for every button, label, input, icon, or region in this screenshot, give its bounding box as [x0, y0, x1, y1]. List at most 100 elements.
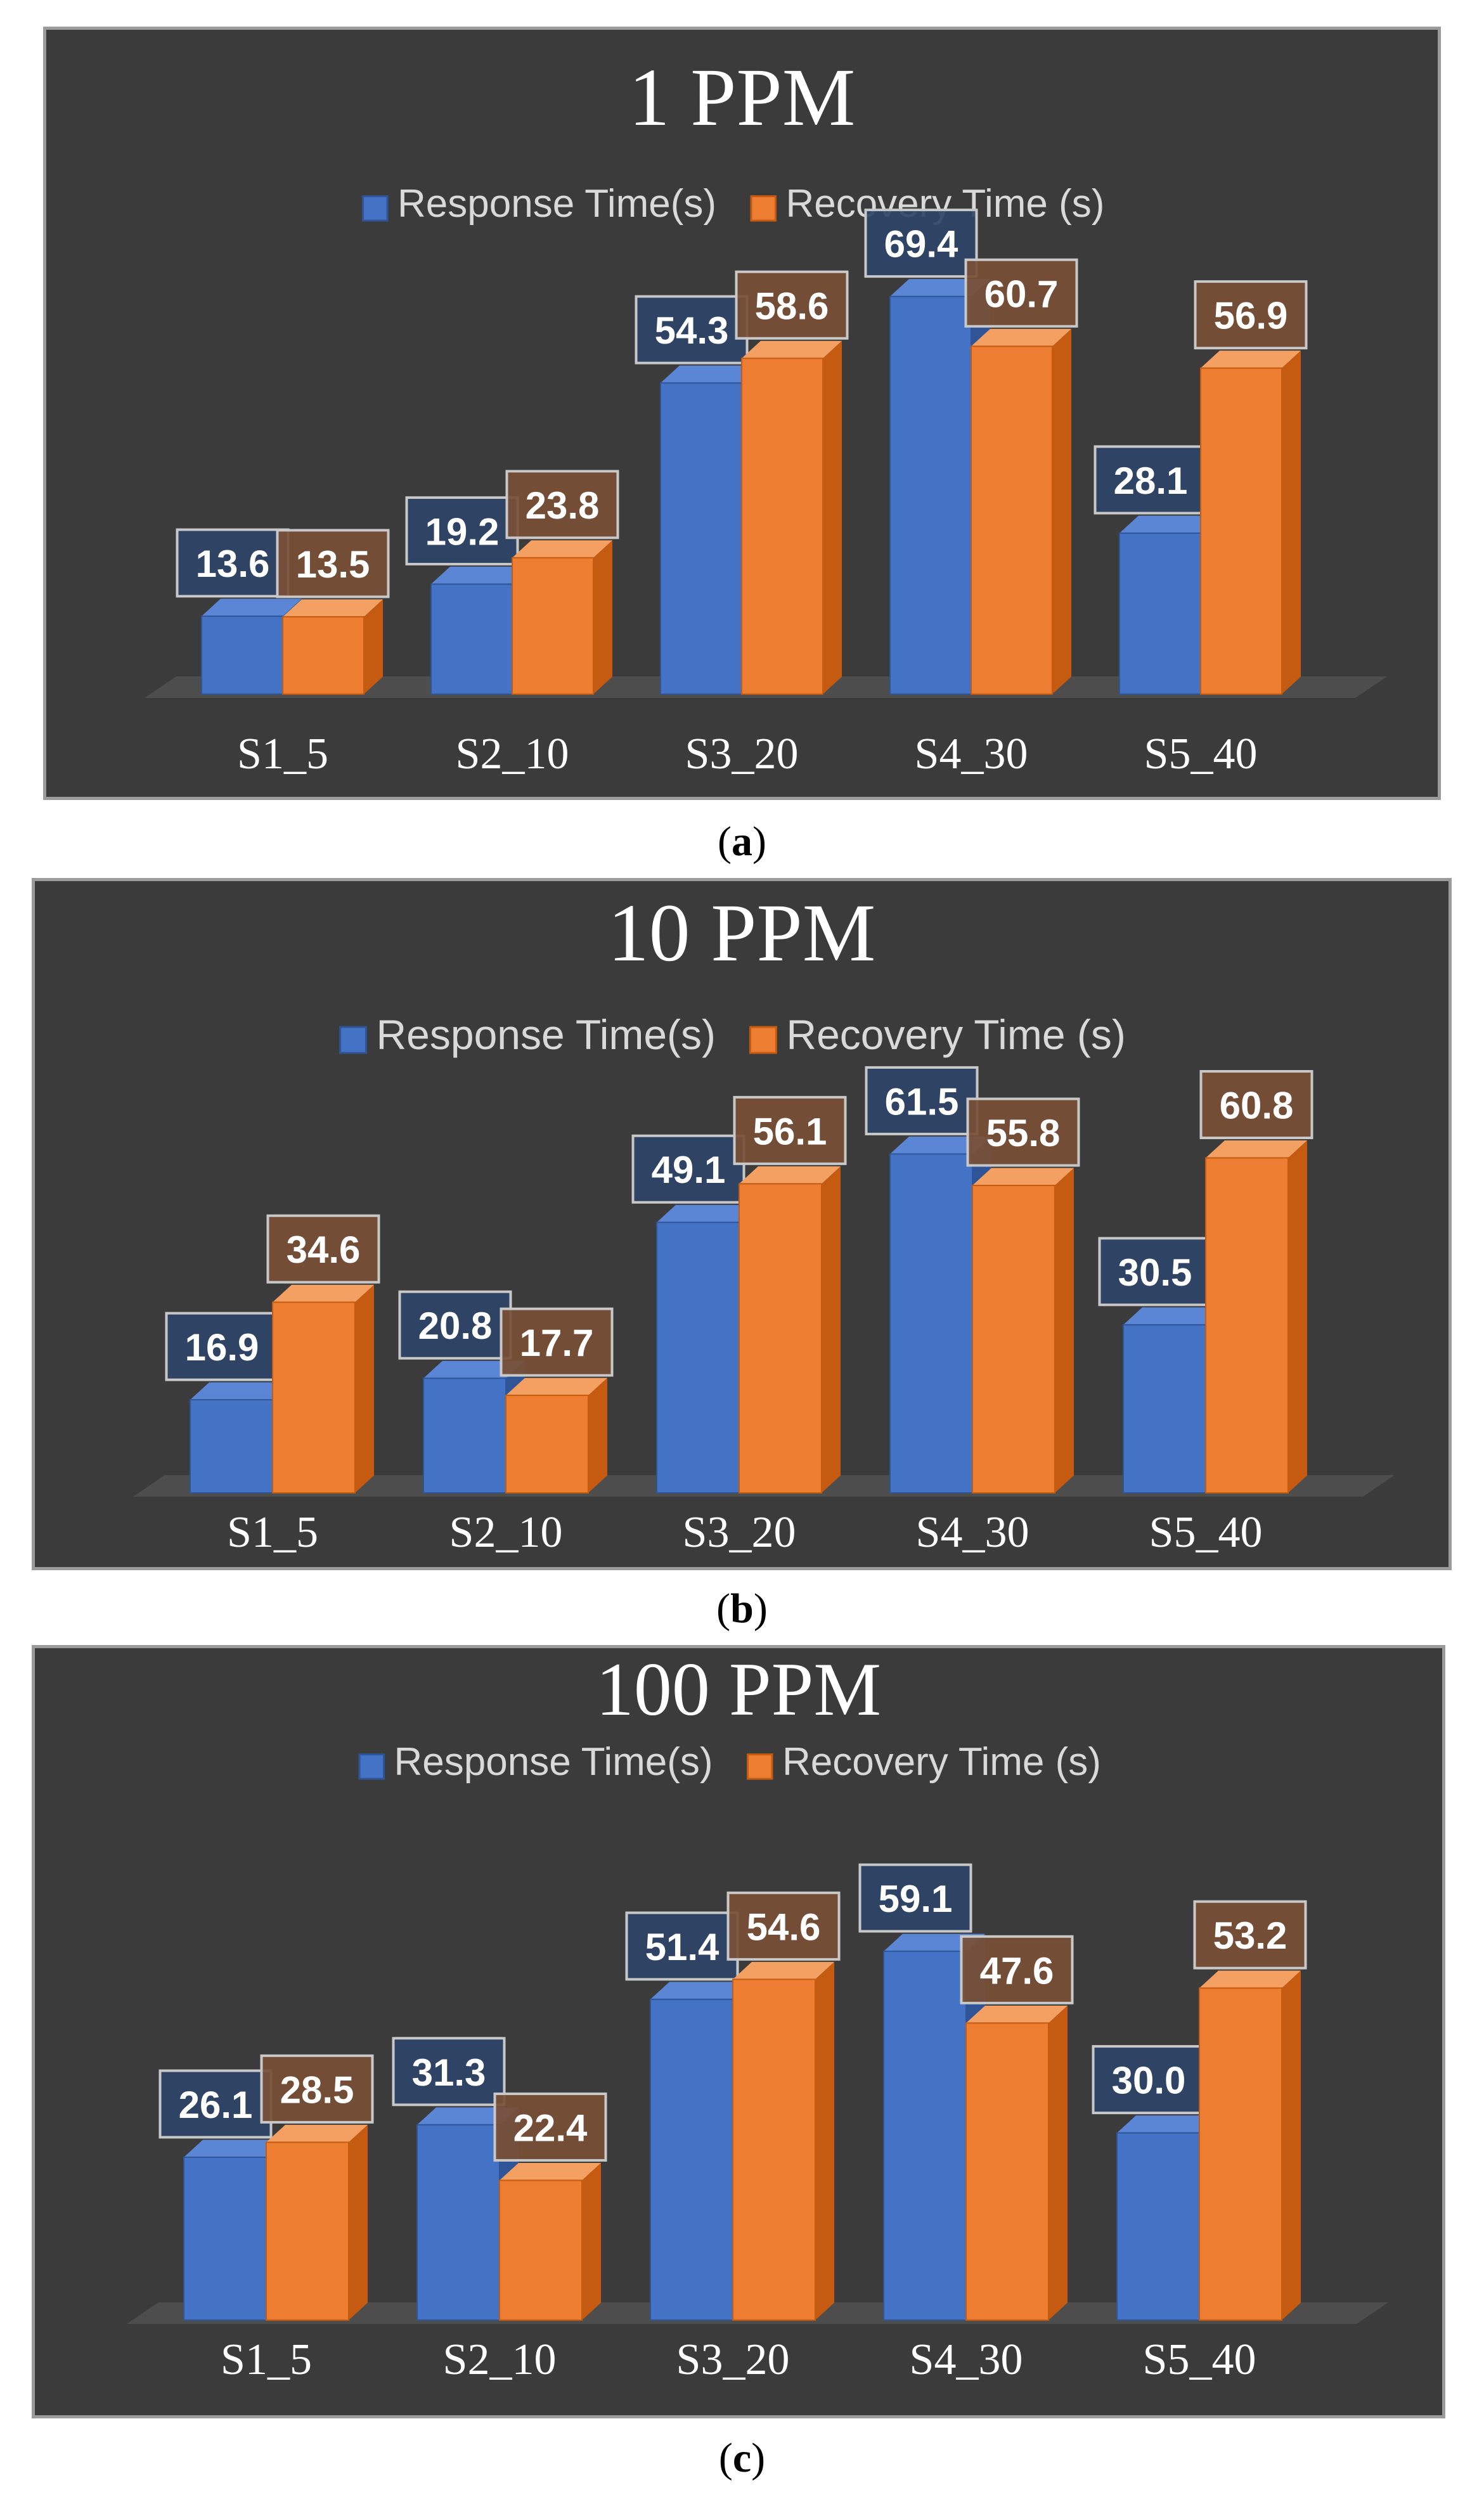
- bar-top-response: [890, 1136, 991, 1154]
- chart-title: 100 PPM: [596, 1648, 881, 1731]
- bar-response: [423, 1378, 506, 1494]
- bar-side-recovery: [822, 1166, 841, 1493]
- data-label-recovery: 47.6: [980, 1949, 1054, 1992]
- bar-top-recovery: [971, 328, 1071, 347]
- bar-response: [650, 1998, 733, 2321]
- chart-title: 1 PPM: [629, 52, 856, 143]
- data-label-response: 19.2: [425, 510, 500, 553]
- data-label-box-response: [1094, 445, 1208, 515]
- chart-b-svg: 10 PPM Response Time(s) Recovery Time (s) 1…: [133, 887, 1395, 1557]
- bar-recovery: [266, 2141, 349, 2321]
- data-label-box-recovery: [964, 258, 1078, 328]
- data-label-recovery: 60.7: [984, 273, 1059, 315]
- category-tick-label: S2_10: [449, 1508, 563, 1557]
- bar-response: [1116, 2132, 1200, 2321]
- legend-label-response: Response Time(s): [377, 1011, 716, 1058]
- data-label-response: 59.1: [879, 1878, 953, 1920]
- bar-side-recovery: [1052, 328, 1071, 694]
- bar-top-recovery: [283, 599, 383, 617]
- bar-side-recovery: [815, 1961, 834, 2320]
- data-label-recovery: 58.6: [755, 285, 829, 327]
- data-label-recovery: 17.7: [520, 1322, 594, 1364]
- bar-side-recovery: [1282, 351, 1301, 694]
- legend-swatch-recovery: [750, 195, 777, 222]
- data-label-box-recovery: [493, 2092, 607, 2162]
- data-label-response: 31.3: [412, 2051, 486, 2094]
- data-label-response: 30.5: [1118, 1251, 1192, 1294]
- bar-top-response: [661, 365, 761, 384]
- bar-top-recovery: [733, 1961, 834, 1980]
- data-label-box-recovery: [276, 529, 390, 598]
- caption-a-letter: a: [732, 818, 752, 865]
- bar-recovery: [732, 1978, 816, 2321]
- bar-recovery: [972, 1184, 1055, 1494]
- bar-recovery: [499, 2179, 583, 2321]
- data-label-box-response: [176, 528, 290, 598]
- data-label-box-recovery: [735, 270, 849, 340]
- data-label-response: 30.0: [1112, 2060, 1186, 2102]
- data-label-box-response: [625, 1911, 739, 1981]
- bar-response: [656, 1222, 740, 1494]
- caption-c-letter: c: [732, 2435, 752, 2481]
- bar-top-response: [1123, 1307, 1225, 1325]
- bar-side-recovery: [1055, 1168, 1074, 1493]
- data-label-recovery: 53.2: [1213, 1914, 1287, 1957]
- bar-side-recovery: [349, 2124, 368, 2320]
- bar-recovery: [1200, 367, 1282, 695]
- legend-swatch-response: [339, 1026, 367, 1054]
- legend-swatch-response: [362, 195, 389, 222]
- legend-label-response: Response Time(s): [397, 182, 716, 226]
- data-label-box-recovery: [505, 470, 619, 539]
- bar-top-response: [884, 1933, 985, 1952]
- legend-label-recovery: Recovery Time (s): [782, 1740, 1101, 1784]
- bar-recovery: [1205, 1157, 1289, 1494]
- bar-side-recovery: [593, 540, 612, 694]
- data-label-recovery: 55.8: [986, 1112, 1061, 1154]
- category-tick-label: S2_10: [456, 730, 569, 778]
- bar-top-recovery: [742, 340, 842, 359]
- bar-recovery: [282, 616, 365, 695]
- bar-response: [201, 616, 283, 695]
- caption-b: (b): [716, 1585, 768, 1632]
- legend-label-recovery: Recovery Time (s): [786, 1011, 1125, 1058]
- bar-top-recovery: [972, 1168, 1074, 1185]
- category-tick-label: S3_20: [676, 2335, 790, 2384]
- bar-recovery: [512, 557, 594, 695]
- data-label-box-response: [865, 1066, 979, 1135]
- legend-swatch-response: [358, 1753, 385, 1780]
- data-label-box-recovery: [260, 2054, 374, 2124]
- bar-top-recovery: [266, 2124, 368, 2143]
- data-label-box-response: [165, 1312, 279, 1381]
- bar-top-response: [650, 1982, 752, 1999]
- bar-side-recovery: [355, 1284, 374, 1493]
- chart-panel-c: 100 PPM Response Time(s) Recovery Time (s)…: [32, 1645, 1445, 2418]
- bar-response: [416, 2124, 500, 2321]
- chart-panel-a: 1 PPM Response Time(s) Recovery Time (s) 13…: [43, 27, 1441, 800]
- data-label-recovery: 56.9: [1214, 295, 1288, 337]
- chart-title: 10 PPM: [608, 887, 876, 979]
- data-label-response: 61.5: [885, 1080, 959, 1123]
- bar-response: [183, 2157, 267, 2321]
- caption-b-letter: b: [730, 1585, 754, 1632]
- category-tick-label: S4_30: [916, 1508, 1029, 1557]
- category-tick-label: S5_40: [1143, 2335, 1256, 2384]
- bar-response: [430, 583, 513, 695]
- bar-response: [660, 382, 742, 695]
- data-label-response: 13.6: [196, 543, 270, 585]
- data-label-box-response: [631, 1134, 745, 1204]
- data-label-response: 49.1: [652, 1149, 726, 1191]
- bar-top-recovery: [1206, 1140, 1307, 1158]
- data-label-box-recovery: [733, 1095, 847, 1165]
- bar-response: [1119, 532, 1201, 695]
- data-label-response: 20.8: [418, 1305, 493, 1347]
- bar-side-recovery: [1288, 1140, 1307, 1493]
- bar-top-response: [190, 1382, 292, 1400]
- data-label-box-response: [864, 209, 978, 278]
- bar-top-response: [184, 2139, 285, 2158]
- data-label-recovery: 56.1: [753, 1110, 827, 1152]
- data-label-response: 16.9: [185, 1326, 259, 1369]
- bar-recovery: [1199, 1987, 1282, 2321]
- data-label-box-recovery: [960, 1935, 1074, 2004]
- legend-swatch-recovery: [749, 1026, 777, 1054]
- bar-top-recovery: [739, 1166, 841, 1184]
